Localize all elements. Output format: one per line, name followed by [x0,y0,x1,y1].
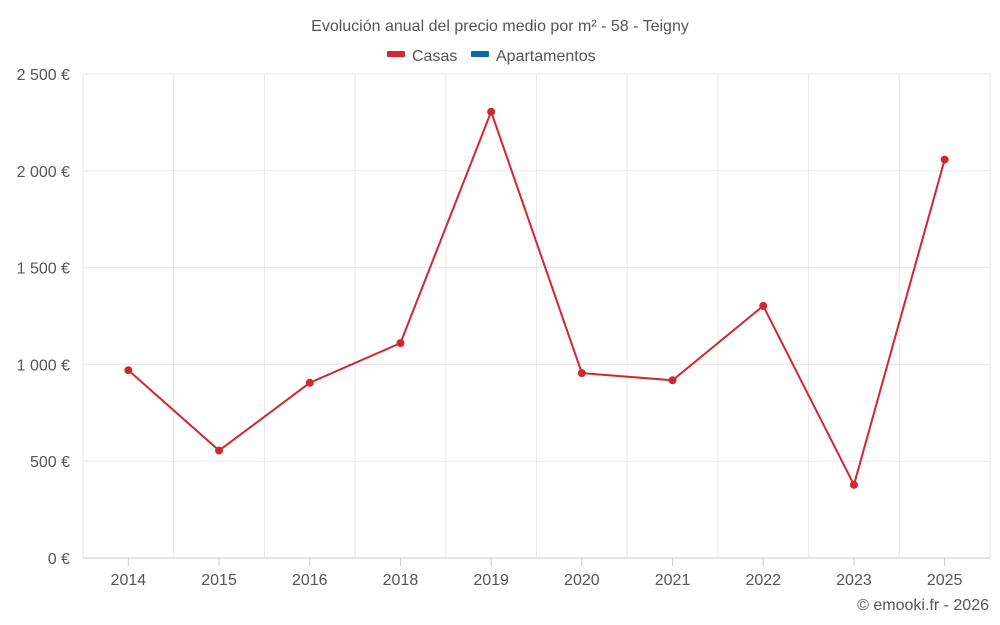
legend-swatch-casas [387,51,405,57]
y-tick-label: 1 000 € [17,357,70,374]
data-point[interactable] [487,107,496,116]
data-point[interactable] [577,369,586,378]
y-tick-label: 0 € [48,551,70,568]
series-line-casas [127,110,946,486]
legend: Casas Apartamentos [387,48,596,65]
data-point[interactable] [849,480,858,489]
x-tick-label: 2019 [473,572,509,589]
y-tick-label: 2 000 € [17,164,70,181]
chart-title: Evolución anual del precio medio por m² … [311,18,689,35]
legend-item-casas[interactable]: Casas [387,48,457,65]
legend-item-apartamentos[interactable]: Apartamentos [471,48,596,65]
series-casas [124,107,949,489]
data-point[interactable] [215,446,224,455]
data-point[interactable] [396,339,405,348]
x-tick-label: 2018 [383,572,419,589]
x-tick-label: 2021 [655,572,691,589]
x-tick-label: 2023 [836,572,872,589]
legend-label-apartamentos: Apartamentos [496,48,596,65]
y-tick-label: 500 € [30,454,70,471]
x-tick-label: 2020 [564,572,600,589]
credit-text: © emooki.fr - 2026 [857,597,989,614]
x-axis-ticks: 2014 2015 2016 2018 2019 2020 2021 2022 2023 2025 [111,558,963,589]
x-tick-label: 2022 [745,572,781,589]
data-point[interactable] [759,301,768,310]
data-point[interactable] [305,378,314,387]
data-point[interactable] [124,366,133,375]
x-tick-label: 2025 [927,572,963,589]
legend-label-casas: Casas [412,48,457,65]
legend-swatch-apartamentos [471,51,489,57]
y-tick-label: 2 500 € [17,67,70,84]
y-tick-label: 1 500 € [17,261,70,278]
x-tick-label: 2014 [111,572,147,589]
data-point[interactable] [940,155,949,164]
grid [82,73,991,558]
x-tick-label: 2016 [292,572,328,589]
data-point[interactable] [668,376,677,385]
y-axis-ticks: 0 € 500 € 1 000 € 1 500 € 2 000 € 2 500 € [17,67,70,568]
x-tick-label: 2015 [201,572,237,589]
